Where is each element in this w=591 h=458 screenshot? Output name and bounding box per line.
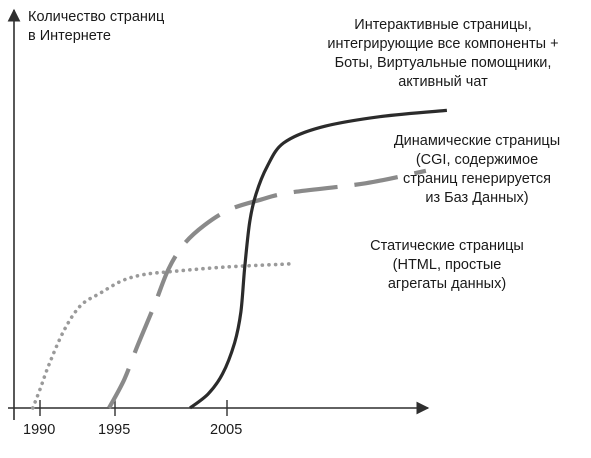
x-tick-label-1990: 1990 [23, 422, 56, 438]
y-axis-label-line: в Интернете [28, 28, 111, 44]
y-axis-label-line: Количество страниц [28, 9, 165, 25]
dynamic-pages-line [107, 168, 427, 410]
legend-static-line: (HTML, простые [392, 257, 502, 273]
legend-dynamic-line: страниц генерируется [403, 171, 551, 187]
legend-static-line: агрегаты данных) [387, 276, 507, 292]
legend-interactive: Интерактивные страницы, интегрирующие все… [298, 16, 588, 92]
legend-interactive-line: интегрирующие все компоненты + [327, 36, 559, 52]
legend-dynamic-line: (CGI, содержимое [415, 152, 539, 168]
y-axis-label: Количество страниц в Интернете [28, 8, 164, 46]
x-tick-label-1995: 1995 [98, 422, 131, 438]
interactive-pages-line [189, 108, 448, 410]
x-tick-label-2005: 2005 [210, 422, 243, 438]
legend-interactive-line: Боты, Виртуальные помощники, [334, 55, 552, 71]
series-layer [30, 108, 448, 410]
legend-dynamic-line: из Баз Данных) [425, 190, 529, 206]
legend-interactive-line: активный чат [398, 74, 488, 90]
legend-static-line: Статические страницы [370, 238, 524, 254]
static-pages-line [30, 262, 292, 410]
legend-dynamic: Динамические страницы (CGI, содержимое стр… [377, 132, 577, 208]
axes [7, 8, 430, 420]
legend-interactive-line: Интерактивные страницы, [354, 17, 532, 33]
legend-dynamic-line: Динамические страницы [393, 133, 561, 149]
legend-static: Статические страницы (HTML, простые агрега… [347, 237, 547, 294]
